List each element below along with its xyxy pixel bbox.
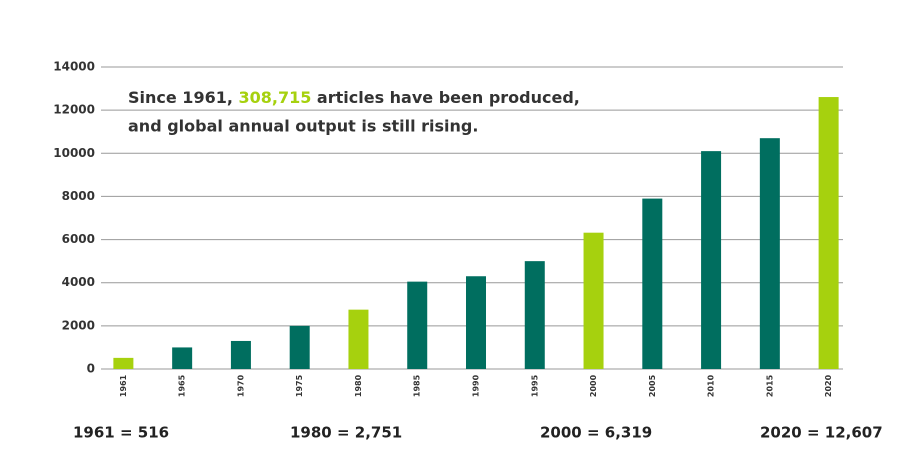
x-tick-label: 1965 bbox=[178, 374, 187, 397]
y-tick-label: 4000 bbox=[62, 275, 95, 289]
bar bbox=[113, 357, 134, 369]
y-tick-label: 14000 bbox=[53, 60, 95, 74]
y-tick-label: 12000 bbox=[53, 103, 95, 117]
callout: 1980 = 2,751 bbox=[290, 424, 402, 442]
bar bbox=[642, 198, 663, 369]
bar bbox=[466, 276, 486, 369]
bar bbox=[759, 138, 780, 369]
y-tick-label: 0 bbox=[87, 362, 95, 376]
x-tick-label: 1970 bbox=[236, 374, 245, 397]
annotation-highlight: 308,715 bbox=[238, 88, 311, 107]
x-tick-label: 2010 bbox=[707, 374, 716, 397]
x-tick-label: 1980 bbox=[354, 374, 363, 397]
bar bbox=[818, 97, 839, 369]
x-tick-label: 1990 bbox=[472, 374, 481, 397]
callout: 2020 = 12,607 bbox=[760, 424, 883, 442]
x-tick-label: 2020 bbox=[824, 374, 833, 397]
annotation-text: articles have been produced, bbox=[311, 88, 580, 107]
x-tick-label: 1995 bbox=[530, 374, 539, 397]
y-tick-label: 8000 bbox=[62, 189, 95, 203]
y-tick-label: 10000 bbox=[53, 146, 95, 160]
x-tick-label: 1961 bbox=[119, 374, 128, 397]
bar bbox=[230, 340, 251, 369]
bar bbox=[524, 261, 545, 369]
x-tick-label: 1975 bbox=[295, 374, 304, 397]
y-tick-label: 6000 bbox=[62, 232, 95, 246]
bar bbox=[289, 325, 310, 369]
x-tick-label: 2000 bbox=[589, 374, 598, 397]
bar bbox=[701, 151, 722, 369]
y-tick-label: 2000 bbox=[62, 318, 95, 332]
bar bbox=[583, 232, 604, 369]
callout: 2000 = 6,319 bbox=[540, 424, 652, 442]
callout: 1961 = 516 bbox=[73, 424, 169, 442]
bar bbox=[172, 347, 193, 369]
bar bbox=[348, 309, 369, 369]
x-tick-label: 1985 bbox=[413, 374, 422, 397]
x-tick-label: 2005 bbox=[648, 374, 657, 397]
bar bbox=[407, 281, 428, 369]
x-tick-label: 2015 bbox=[765, 374, 774, 397]
annotation: and global annual output is still rising… bbox=[128, 117, 478, 136]
annotation-text: Since 1961, bbox=[128, 88, 238, 107]
annotation: Since 1961, 308,715 articles have been p… bbox=[128, 88, 580, 107]
